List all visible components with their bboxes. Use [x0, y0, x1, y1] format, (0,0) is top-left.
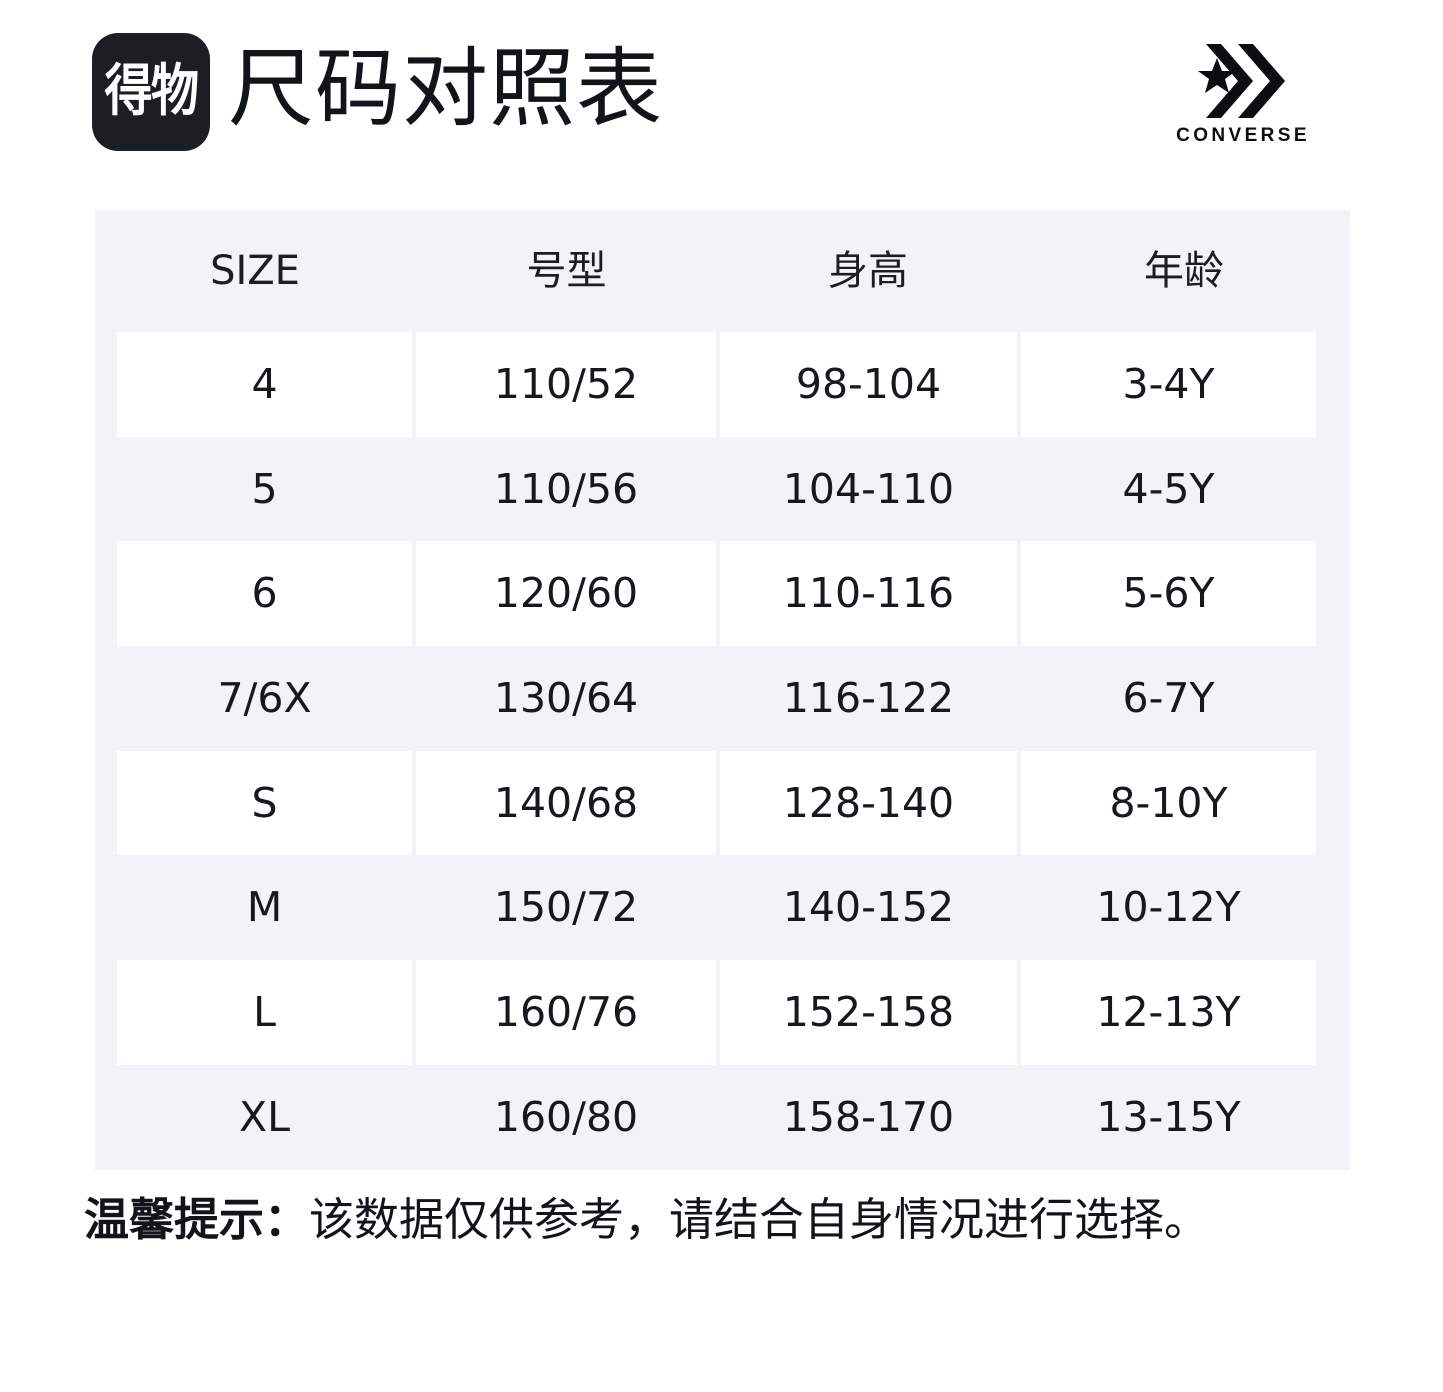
cell-haoxing: 110/52 [416, 332, 716, 437]
table-row: 6 120/60 110-116 5-6Y [95, 541, 1350, 647]
cell-height: 140-152 [782, 883, 955, 932]
converse-wordmark: CONVERSE [1176, 125, 1310, 146]
cell-age: 8-10Y [1020, 750, 1316, 856]
cell-height: 128-140 [719, 750, 1017, 856]
cell-age: 4-5Y [1122, 464, 1215, 513]
cell-haoxing: 130/64 [493, 673, 639, 722]
column-header-haoxing: 号型 [526, 248, 607, 294]
page-header: 得物 尺码对照表 CONVERSE [0, 0, 1443, 200]
cell-height: 152-158 [719, 960, 1017, 1065]
column-header-size: SIZE [210, 248, 300, 294]
column-header-age: 年龄 [1144, 248, 1224, 294]
table-row: 5 110/56 104-110 4-5Y [95, 437, 1350, 542]
cell-size: 6 [117, 541, 413, 647]
cell-size: 5 [251, 464, 278, 513]
cell-size: M [246, 883, 283, 932]
cell-height: 98-104 [719, 332, 1017, 437]
dewu-logo-text: 得物 [104, 59, 200, 124]
table-row: L 160/76 152-158 12-13Y [95, 960, 1350, 1065]
cell-haoxing: 160/80 [493, 1092, 639, 1141]
brand-block: 得物 尺码对照表 [92, 33, 663, 151]
cell-haoxing: 120/60 [416, 541, 716, 647]
dewu-logo-badge: 得物 [92, 33, 210, 151]
table-row: 4 110/52 98-104 3-4Y [95, 332, 1350, 437]
cell-size: S [117, 750, 413, 856]
cell-height: 110-116 [719, 541, 1017, 647]
cell-size: 4 [117, 332, 413, 437]
cell-height: 104-110 [782, 464, 955, 513]
cell-age: 10-12Y [1096, 883, 1241, 932]
cell-age: 5-6Y [1020, 541, 1316, 647]
table-row: XL 160/80 158-170 13-15Y [95, 1065, 1350, 1170]
cell-age: 13-15Y [1096, 1092, 1241, 1141]
cell-age: 12-13Y [1020, 960, 1316, 1065]
table-row: M 150/72 140-152 10-12Y [95, 855, 1350, 960]
page-title: 尺码对照表 [228, 39, 663, 139]
column-header-height: 身高 [828, 248, 908, 294]
converse-star-chevron-icon [1198, 44, 1285, 118]
table-header-row: SIZE 号型 身高 年龄 [95, 210, 1350, 332]
cell-haoxing: 110/56 [493, 464, 639, 513]
cell-size: 7/6X [217, 673, 312, 722]
table-row: 7/6X 130/64 116-122 6-7Y [95, 646, 1350, 751]
size-chart-table: SIZE 号型 身高 年龄 4 110/52 98-104 3-4Y 5 110… [95, 210, 1350, 1170]
cell-age: 3-4Y [1020, 332, 1316, 437]
cell-haoxing: 160/76 [416, 960, 716, 1065]
cell-haoxing: 140/68 [416, 750, 716, 856]
cell-height: 116-122 [782, 673, 955, 722]
disclaimer-body: 该数据仅供参考，请结合自身情况进行选择。 [309, 1193, 1210, 1246]
table-row: S 140/68 128-140 8-10Y [95, 750, 1350, 856]
cell-size: XL [239, 1092, 290, 1141]
cell-size: L [117, 960, 413, 1065]
cell-age: 6-7Y [1122, 673, 1215, 722]
converse-logo: CONVERSE [1163, 42, 1323, 145]
disclaimer-label: 温馨提示： [84, 1193, 310, 1246]
cell-height: 158-170 [782, 1092, 955, 1141]
disclaimer-note: 温馨提示：该数据仅供参考，请结合自身情况进行选择。 [84, 1192, 1364, 1248]
cell-haoxing: 150/72 [493, 883, 639, 932]
